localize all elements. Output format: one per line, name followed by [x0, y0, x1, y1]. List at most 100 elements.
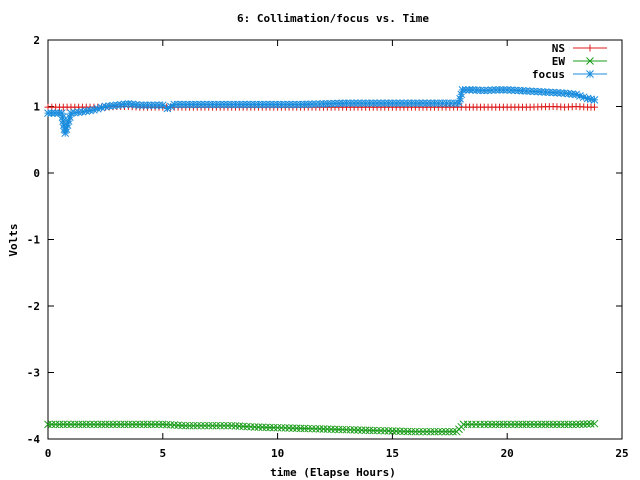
data-point: [105, 420, 114, 429]
data-point: [583, 420, 591, 428]
data-point: [243, 100, 251, 109]
data-point: [151, 420, 160, 429]
data-point: [57, 109, 66, 118]
data-point: [220, 100, 228, 109]
data-point: [82, 420, 91, 429]
data-point: [116, 420, 125, 429]
data-point: [526, 420, 535, 429]
data-point: [277, 100, 286, 109]
data-point: [185, 421, 194, 430]
data-point: [380, 426, 389, 435]
data-point: [289, 424, 297, 432]
data-point: [530, 420, 538, 429]
data-point: [426, 99, 435, 108]
data-point: [70, 420, 79, 429]
data-point: [537, 420, 546, 429]
data-point: [113, 420, 121, 429]
data-point: [568, 420, 577, 429]
data-point: [262, 423, 270, 432]
data-point: [181, 100, 190, 109]
data-point: [189, 421, 198, 430]
data-point: [522, 420, 531, 429]
data-point: [350, 426, 358, 434]
data-point: [560, 420, 569, 429]
data-point: [254, 100, 263, 109]
data-point: [250, 100, 259, 109]
data-point: [361, 426, 370, 435]
data-point: [319, 425, 328, 433]
legend-label: EW: [552, 55, 566, 68]
data-point: [181, 421, 190, 430]
data-point: [507, 420, 515, 429]
y-tick-label: -2: [27, 300, 40, 313]
data-point: [109, 420, 117, 429]
data-point: [480, 420, 489, 429]
data-point: [331, 425, 339, 434]
data-point: [407, 99, 416, 108]
data-point: [289, 100, 297, 109]
data-point: [124, 420, 133, 429]
data-point: [407, 427, 416, 436]
data-point: [365, 99, 374, 108]
data-point: [216, 421, 225, 430]
x-tick-label: 25: [615, 447, 628, 460]
x-tick-label: 15: [386, 447, 399, 460]
data-point: [277, 423, 286, 432]
data-point: [258, 423, 267, 432]
data-point: [354, 426, 362, 434]
data-point: [90, 420, 98, 429]
data-point: [357, 426, 366, 434]
data-point: [590, 95, 599, 104]
data-point: [285, 424, 293, 432]
series-EW: [44, 419, 599, 436]
data-point: [377, 426, 385, 435]
y-tick-label: 1: [33, 101, 40, 114]
x-tick-label: 0: [45, 447, 52, 460]
data-point: [59, 420, 68, 429]
data-point: [300, 424, 309, 433]
data-point: [411, 427, 420, 436]
data-point: [308, 424, 316, 433]
data-point: [545, 420, 554, 429]
data-point: [445, 427, 454, 436]
data-point: [296, 424, 305, 433]
data-point: [208, 421, 217, 430]
legend-label: NS: [552, 42, 565, 55]
data-point: [430, 427, 439, 436]
data-point: [426, 427, 435, 436]
axis-ticks: 0 5 10 15 20 25 -4 -3 -2 -1 0 1 2: [27, 34, 629, 460]
data-point: [120, 420, 129, 429]
data-point: [147, 420, 156, 429]
data-point: [441, 427, 450, 436]
data-point: [388, 99, 397, 108]
data-point: [128, 420, 137, 429]
data-point: [533, 420, 542, 429]
y-tick-label: 2: [33, 34, 40, 47]
data-point: [304, 424, 313, 433]
data-point: [58, 113, 67, 121]
data-point: [514, 420, 523, 429]
data-point: [292, 424, 301, 433]
legend-label: focus: [532, 68, 565, 81]
data-point: [204, 100, 213, 109]
data-point: [223, 100, 232, 109]
x-tick-label: 10: [271, 447, 284, 460]
data-point: [388, 427, 397, 435]
data-point: [281, 100, 290, 109]
data-point: [438, 427, 446, 436]
x-tick-label: 5: [159, 447, 166, 460]
data-point: [319, 99, 328, 108]
data-point: [201, 421, 209, 430]
data-point: [97, 420, 106, 429]
data-point: [74, 420, 83, 429]
data-point: [346, 99, 355, 108]
data-point: [373, 426, 381, 435]
data-point: [132, 420, 140, 429]
data-point: [495, 420, 504, 429]
data-point: [484, 420, 492, 429]
data-point: [392, 427, 401, 435]
data-point: [510, 420, 519, 429]
data-point: [456, 94, 464, 103]
data-point: [185, 100, 194, 109]
